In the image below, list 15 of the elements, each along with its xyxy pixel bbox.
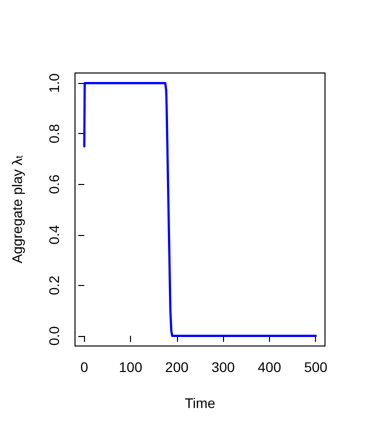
y-tick-label: 0.0: [46, 326, 62, 346]
y-tick-label: 1.0: [46, 73, 62, 93]
y-tick-label: 0.2: [46, 275, 62, 296]
x-tick-label: 400: [258, 359, 282, 375]
x-tick-label: 200: [165, 359, 189, 375]
x-tick-label: 0: [80, 359, 88, 375]
y-axis-title: Aggregate play λt: [9, 155, 26, 264]
y-tick-label: 0.4: [46, 224, 62, 245]
x-tick-label: 300: [211, 359, 236, 375]
y-tick-label: 0.8: [46, 124, 62, 144]
y-tick-label: 0.6: [46, 174, 62, 194]
line-series: [83, 82, 317, 337]
x-tick-label: 100: [118, 359, 142, 375]
x-axis-title: Time: [184, 395, 216, 411]
x-tick-label: 500: [304, 359, 328, 375]
